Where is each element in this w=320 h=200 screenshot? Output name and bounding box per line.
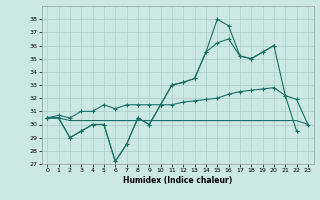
- X-axis label: Humidex (Indice chaleur): Humidex (Indice chaleur): [123, 176, 232, 185]
